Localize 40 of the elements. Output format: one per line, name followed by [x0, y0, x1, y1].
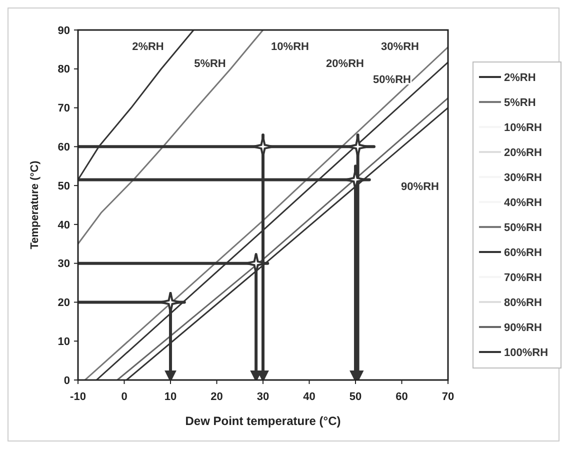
y-tick-label: 90 [58, 24, 70, 37]
x-axis-title: Dew Point temperature (°C) [185, 414, 341, 428]
annotation: 5%RH [194, 58, 226, 70]
y-tick-label: 10 [58, 336, 70, 348]
legend-label: 2%RH [504, 72, 536, 84]
legend-label: 50%RH [504, 222, 542, 234]
x-tick-label: 10 [164, 391, 177, 403]
y-tick-label: 80 [58, 64, 70, 76]
legend-label: 40%RH [504, 196, 542, 209]
x-tick-label: 60 [396, 391, 408, 403]
x-tick-label: 40 [303, 391, 316, 403]
annotation: 20%RH [326, 58, 364, 70]
x-tick-label: 70 [442, 391, 454, 403]
y-tick-label: 50 [58, 180, 70, 192]
legend-label: 80%RH [504, 296, 542, 309]
annotation: 30%RH [381, 40, 420, 53]
annotation: 90%RH [401, 180, 440, 193]
y-tick-label: 20 [58, 297, 70, 310]
annotation: 2%RH [132, 40, 164, 53]
x-tick-label: 0 [121, 391, 128, 403]
y-tick-label: 60 [58, 142, 70, 154]
y-tick-label: 30 [58, 258, 70, 270]
x-tick-label: 20 [210, 391, 223, 403]
annotation: 10%RH [271, 40, 310, 53]
y-axis-title: Temperature (°C) [29, 160, 41, 250]
legend-label: 60%RH [504, 246, 542, 259]
y-tick-label: 40 [58, 219, 70, 232]
legend-label: 30%RH [504, 172, 542, 184]
legend-label: 100%RH [504, 346, 548, 359]
x-tick-label: 50 [349, 391, 362, 403]
annotation: 50%RH [373, 74, 412, 86]
legend-label: 70%RH [504, 272, 542, 284]
y-tick-label: 70 [58, 102, 70, 115]
legend-label: 5%RH [504, 96, 536, 109]
x-tick-label: 30 [256, 391, 270, 403]
x-tick-label: -10 [70, 391, 86, 403]
y-tick-label: 0 [64, 374, 70, 387]
legend-label: 10%RH [504, 122, 542, 134]
legend-label: 90%RH [504, 322, 542, 334]
legend-label: 20%RH [504, 146, 542, 159]
